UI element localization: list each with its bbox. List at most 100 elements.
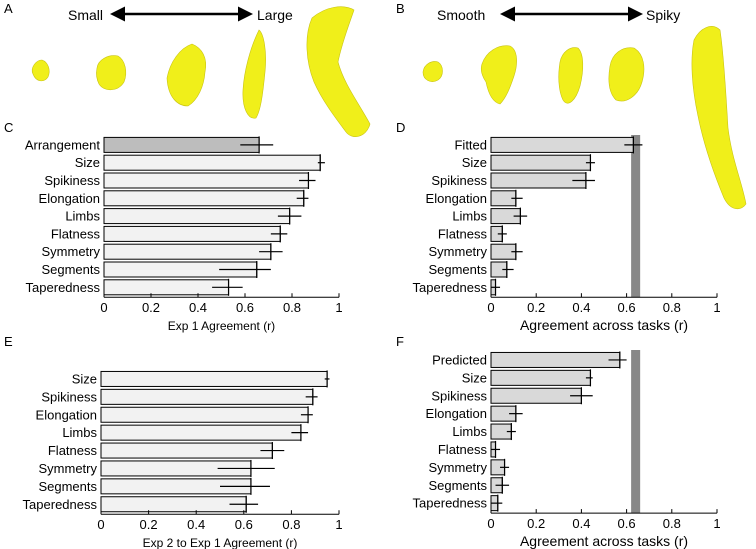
chart-d-x-tick-label: 1: [713, 300, 720, 315]
chart-e-x-axis-label: Exp 2 to Exp 1 Agreement (r): [143, 536, 298, 549]
chart-panel-c: Arrangement Size Spikiness Elongation Limbs F…: [25, 136, 343, 333]
chart-e-x-tick-label: 0.4: [187, 517, 205, 532]
chart-c-category-label: Elongation: [39, 191, 100, 206]
shape-small-2: [96, 55, 127, 91]
chart-d-x-tick-label: 0.8: [663, 300, 681, 315]
chart-d-category-label: Elongation: [426, 191, 487, 206]
panel-letter-b: B: [396, 1, 405, 16]
panel-b-right-label: Spiky: [646, 7, 680, 23]
panel-letter-f: F: [396, 334, 404, 349]
chart-d-bar-fitted: [490, 136, 634, 153]
chart-f-category-label: Taperedness: [413, 496, 488, 511]
shape-large: [242, 29, 266, 119]
chart-c-x-tick-label: 0.8: [283, 300, 301, 315]
panel-b-left-label: Smooth: [437, 7, 485, 23]
chart-f-category-label: Elongation: [426, 406, 487, 421]
shape-largest: [306, 6, 371, 137]
chart-c-bar-limbs: [103, 208, 291, 225]
chart-f-category-label: Flatness: [438, 442, 488, 457]
chart-panel-f: Predicted Size Spikiness Elongation Limbs Fla…: [413, 350, 721, 549]
chart-e-category-label: Elongation: [36, 407, 97, 422]
chart-d-x-tick-label: 0.2: [527, 300, 545, 315]
chart-d-bar-spikiness: [490, 172, 587, 189]
chart-f-category-label: Symmetry: [429, 460, 488, 475]
chart-d-category-label: Taperedness: [413, 280, 488, 295]
chart-c-category-label: Symmetry: [42, 244, 101, 259]
chart-c-bar-spikiness: [103, 172, 309, 189]
chart-c-category-label: Size: [75, 155, 100, 170]
shape-medium: [166, 43, 207, 107]
chart-e-category-label: Limbs: [62, 425, 97, 440]
chart-c-bar-size: [103, 154, 321, 171]
chart-d-x-axis-label: Agreement across tasks (r): [520, 317, 688, 333]
chart-e-category-label: Segments: [38, 479, 97, 494]
panel-letter-e: E: [4, 334, 13, 349]
chart-e-category-label: Spikiness: [41, 389, 97, 404]
panel-a-left-label: Small: [68, 7, 103, 23]
shape-spiky-2: [691, 26, 747, 210]
chart-e-x-tick-label: 0.6: [235, 517, 253, 532]
chart-f-category-label: Limbs: [452, 424, 487, 439]
chart-e-bar-flatness: [100, 442, 273, 459]
shape-small-1: [31, 59, 50, 82]
chart-c-category-label: Taperedness: [26, 280, 101, 295]
chart-c-x-axis-label: Exp 1 Agreement (r): [168, 319, 275, 333]
chart-f-category-label: Size: [462, 370, 487, 385]
chart-d-category-label: Limbs: [452, 209, 487, 224]
shape-smooth-2: [480, 45, 517, 105]
chart-c-x-tick-label: 1: [335, 300, 342, 315]
chart-c-x-tick-label: 0: [100, 300, 107, 315]
chart-c-bar-arrangement: [103, 136, 260, 153]
chart-c-bar-flatness: [103, 225, 281, 242]
chart-f-category-label: Segments: [428, 478, 487, 493]
chart-e-x-tick-label: 0: [97, 517, 104, 532]
chart-f-category-label: Predicted: [432, 352, 487, 367]
chart-panel-e: Size Spikiness Elongation Limbs Flatness Symm…: [23, 370, 343, 549]
chart-d-category-label: Flatness: [438, 226, 488, 241]
chart-e-category-label: Taperedness: [23, 497, 98, 512]
chart-e-x-tick-label: 0.2: [140, 517, 158, 532]
chart-c-category-label: Flatness: [51, 226, 101, 241]
chart-e-bar-spikiness: [100, 388, 314, 405]
chart-e-bar-limbs: [100, 424, 302, 441]
chart-f-bar-predicted: [490, 351, 621, 368]
chart-d-x-tick-label: 0.6: [618, 300, 636, 315]
chart-f-noise-ceiling: [631, 350, 641, 514]
chart-d-x-tick-label: 0: [487, 300, 494, 315]
shape-smooth-1: [422, 61, 443, 82]
panel-a-size-continuum: Small Large: [31, 6, 371, 137]
panel-a-right-label: Large: [257, 7, 293, 23]
chart-e-category-label: Size: [72, 371, 97, 386]
chart-f-bar-size: [490, 369, 591, 386]
chart-e-bar-elongation: [100, 406, 309, 423]
chart-f-x-tick-label: 1: [713, 516, 720, 531]
chart-d-category-label: Symmetry: [429, 244, 488, 259]
chart-e-category-label: Flatness: [48, 443, 98, 458]
chart-c-x-tick-label: 0.4: [189, 300, 207, 315]
chart-e-x-tick-label: 0.8: [282, 517, 300, 532]
shape-mid-spiky: [558, 47, 584, 104]
chart-f-x-tick-label: 0.8: [663, 516, 681, 531]
chart-c-bar-symmetry: [103, 243, 272, 260]
chart-f-x-tick-label: 0: [487, 516, 494, 531]
chart-d-x-tick-label: 0.4: [572, 300, 590, 315]
chart-c-bar-taperedness: [103, 279, 230, 296]
chart-d-category-label: Fitted: [454, 137, 487, 152]
chart-panel-d: Fitted Size Spikiness Elongation Limbs Flatne…: [413, 135, 721, 333]
chart-e-x-tick-label: 1: [335, 517, 342, 532]
chart-c-category-label: Arrangement: [25, 137, 101, 152]
shape-spiky-1: [608, 47, 645, 102]
chart-c-category-label: Limbs: [65, 209, 100, 224]
chart-c-x-tick-label: 0.6: [236, 300, 254, 315]
chart-d-category-label: Size: [462, 155, 487, 170]
chart-d-category-label: Spikiness: [431, 173, 487, 188]
chart-e-bar-size: [100, 370, 328, 387]
chart-f-bar-spikiness: [490, 387, 582, 404]
chart-d-category-label: Segments: [428, 262, 487, 277]
panel-letter-a: A: [4, 1, 13, 16]
chart-d-bar-size: [490, 154, 591, 171]
chart-f-x-axis-label: Agreement across tasks (r): [520, 533, 688, 549]
chart-d-noise-ceiling: [631, 135, 641, 298]
chart-c-category-label: Segments: [41, 262, 100, 277]
